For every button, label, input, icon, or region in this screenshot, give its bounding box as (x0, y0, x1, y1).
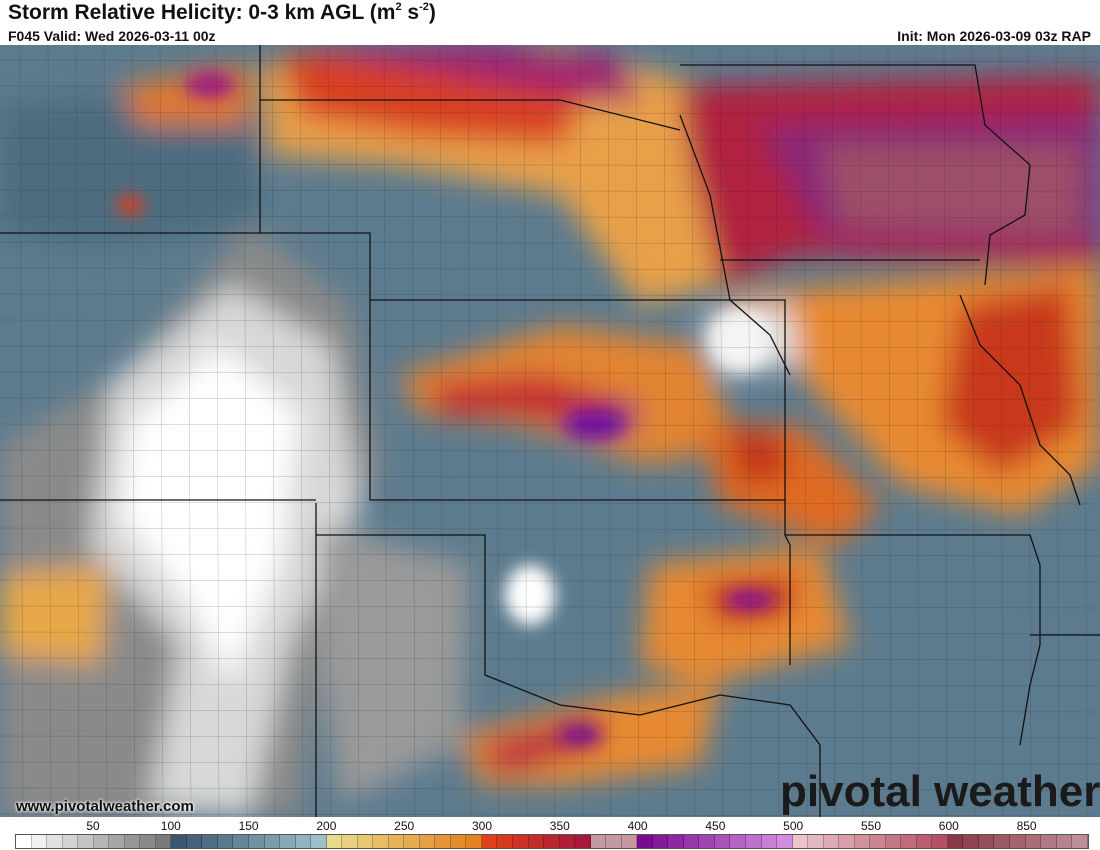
colorbar-cell (947, 835, 964, 848)
colorbar-cell (1025, 835, 1042, 848)
colorbar-cell (248, 835, 265, 848)
colorbar-cell (280, 835, 296, 848)
colorbar-cell (217, 835, 234, 848)
colorbar-tick-label: 250 (394, 819, 415, 833)
colorbar-tick-label: 500 (783, 819, 804, 833)
colorbar-cell (62, 835, 79, 848)
colorbar-cell (823, 835, 840, 848)
colorbar-cell (373, 835, 389, 848)
colorbar-cell (295, 835, 312, 848)
colorbar-cell (683, 835, 700, 848)
colorbar-tick-label: 550 (860, 819, 882, 833)
colorbar-cell (777, 835, 793, 848)
colorbar-cell (652, 835, 669, 848)
colorbar-cell (466, 835, 482, 848)
colorbar-cell (311, 835, 327, 848)
colorbar-cell (31, 835, 48, 848)
colorbar-cell (870, 835, 886, 848)
title-superscript: 2 (395, 1, 402, 13)
colorbar-cell (357, 835, 374, 848)
colorbar-cell (1056, 835, 1073, 848)
colorbar-tick-label: 200 (316, 819, 337, 833)
colorbar-tick-label: 50 (86, 819, 100, 833)
valid-time: F045 Valid: Wed 2026-03-11 00z (8, 28, 216, 44)
colorbar-cell (668, 835, 684, 848)
colorbar-cell (326, 835, 343, 848)
colorbar-cell (16, 835, 32, 848)
colorbar-cell (404, 835, 420, 848)
init-time: Init: Mon 2026-03-09 03z RAP (897, 28, 1091, 44)
colorbar-cell (621, 835, 638, 848)
colorbar-cell (450, 835, 467, 848)
website-watermark: www.pivotalweather.com (16, 798, 194, 815)
colorbar-cell (140, 835, 156, 848)
colorbar-tick-label: 850 (1016, 819, 1037, 833)
colorbar-tick-label: 600 (938, 819, 959, 833)
helicity-highlights (116, 71, 775, 745)
colorbar-cell (78, 835, 94, 848)
colorbar-cell (839, 835, 855, 848)
colorbar-cell (994, 835, 1010, 848)
colorbar-cell (714, 835, 731, 848)
colorbar (15, 834, 1089, 849)
colorbar-cell (761, 835, 778, 848)
title-superscript: -2 (419, 1, 429, 13)
colorbar-cell (1010, 835, 1026, 848)
colorbar-cell (202, 835, 218, 848)
colorbar-cell (233, 835, 249, 848)
colorbar-cell (528, 835, 545, 848)
colorbar-cell (388, 835, 405, 848)
colorbar-cell (963, 835, 979, 848)
colorbar-cell (559, 835, 576, 848)
pivotal-weather-logo: pivotal weather (780, 767, 1100, 816)
colorbar-cell (419, 835, 436, 848)
colorbar-cell (590, 835, 607, 848)
helicity-map[interactable] (0, 45, 1100, 817)
colorbar-cell (1072, 835, 1088, 848)
colorbar-cell (47, 835, 63, 848)
helicity-field (0, 45, 1100, 817)
colorbar-cell (792, 835, 809, 848)
colorbar-cell (544, 835, 560, 848)
colorbar-tick-label: 100 (160, 819, 181, 833)
colorbar-cell (93, 835, 110, 848)
title-text: s (401, 1, 420, 24)
colorbar-cell (513, 835, 529, 848)
colorbar-cell (808, 835, 824, 848)
colorbar-cell (155, 835, 172, 848)
colorbar-cell (854, 835, 871, 848)
colorbar-cell (699, 835, 715, 848)
colorbar-tick-label: 350 (549, 819, 570, 833)
colorbar-cell (745, 835, 762, 848)
colorbar-cell (730, 835, 746, 848)
colorbar-cell (124, 835, 141, 848)
colorbar-cell (637, 835, 653, 848)
colorbar-cell (481, 835, 498, 848)
colorbar-cell (901, 835, 917, 848)
county-borders (0, 45, 1100, 817)
colorbar-cell (497, 835, 513, 848)
colorbar-cell (435, 835, 451, 848)
colorbar-tick-label: 450 (705, 819, 726, 833)
title-text: ) (428, 1, 436, 24)
colorbar-cell (186, 835, 203, 848)
colorbar-tick-label: 300 (471, 819, 493, 833)
colorbar-tick-label: 150 (238, 819, 259, 833)
colorbar-cell (109, 835, 125, 848)
colorbar-cell (606, 835, 622, 848)
colorbar-cell (575, 835, 591, 848)
title-text: Storm Relative Helicity: 0-3 km AGL (m (8, 1, 396, 24)
colorbar-cell (171, 835, 187, 848)
colorbar-cell (264, 835, 281, 848)
colorbar-cell (885, 835, 902, 848)
colorbar-cell (916, 835, 933, 848)
colorbar-cell (932, 835, 948, 848)
colorbar-cell (978, 835, 995, 848)
state-borders (0, 45, 1100, 817)
colorbar-cell (342, 835, 358, 848)
colorbar-tick-label: 400 (627, 819, 648, 833)
map-title: Storm Relative Helicity: 0-3 km AGL (m2 … (8, 1, 436, 25)
colorbar-cell (1041, 835, 1057, 848)
